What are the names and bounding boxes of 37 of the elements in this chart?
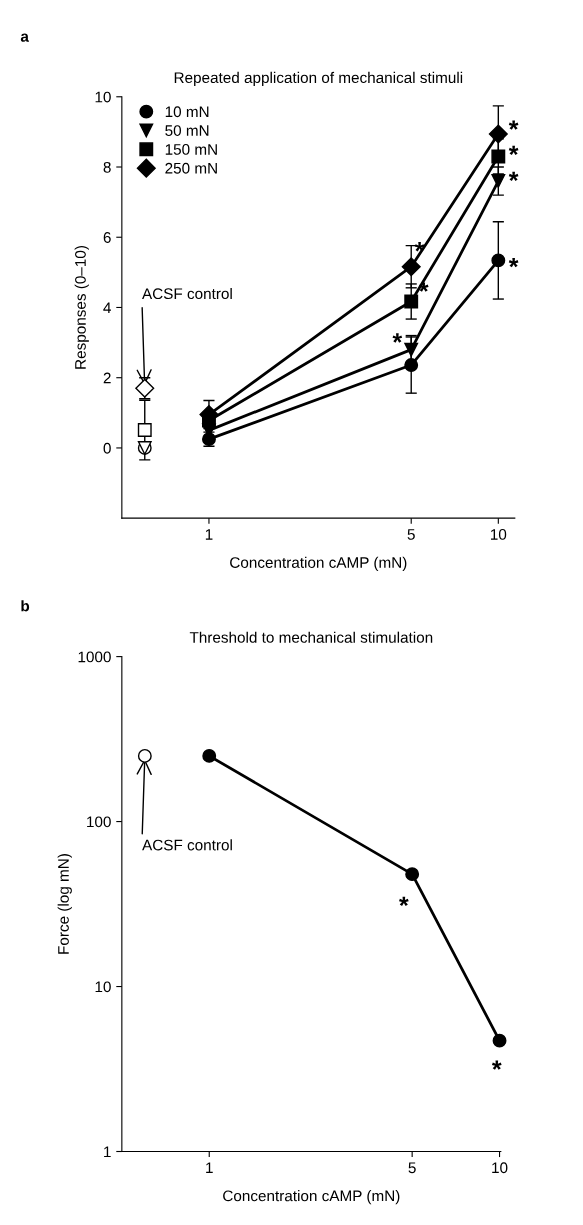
text: b — [21, 600, 30, 612]
text: a — [20, 33, 29, 42]
annotation: * — [508, 258, 519, 268]
x-axis-title: Concentration cAMP (mN) — [223, 1190, 400, 1205]
annotation: * — [508, 171, 519, 182]
annotation: * — [491, 1060, 502, 1070]
annotation: ACSF control — [142, 287, 232, 300]
y-tick-label: 4 — [103, 302, 111, 314]
annotation: * — [508, 145, 519, 156]
annotation: * — [508, 120, 519, 130]
legend-label: 50 mN — [165, 125, 209, 136]
legend-label: 10 mN — [165, 106, 209, 118]
annotation: ACSF control — [142, 839, 232, 851]
legend-label: 250 mN — [165, 162, 217, 174]
x-tick-label: 5 — [408, 1162, 416, 1174]
y-tick-label: 0 — [103, 442, 111, 454]
y-tick-label: 6 — [103, 232, 111, 243]
y-tick-label: 1 — [104, 1146, 111, 1158]
x-tick-label: 10 — [490, 529, 507, 540]
x-tick-label: 1 — [206, 1162, 213, 1173]
annotation: * — [392, 333, 403, 343]
y-tick-label: 2 — [103, 372, 111, 384]
chart-title: Repeated application of mechanical stimuli — [174, 71, 463, 87]
y-tick-label: 10 — [95, 981, 111, 993]
legend-label: 150 mN — [165, 144, 217, 155]
y-tick-label: 10 — [95, 91, 111, 103]
x-axis-title: Concentration cAMP (mN) — [230, 556, 407, 571]
chart-title: Threshold to mechanical stimulation — [189, 631, 433, 643]
x-tick-label: 10 — [492, 1162, 508, 1174]
x-tick-label: 5 — [407, 529, 415, 540]
annotation: * — [399, 896, 409, 907]
y-tick-label: 100 — [87, 816, 111, 828]
y-axis-title: Responses (0–10) — [74, 246, 89, 369]
y-tick-label: 1000 — [78, 651, 111, 663]
y-axis-title: Force (log mN) — [57, 854, 72, 954]
y-tick-label: 8 — [103, 161, 111, 173]
x-tick-label: 1 — [205, 529, 213, 540]
